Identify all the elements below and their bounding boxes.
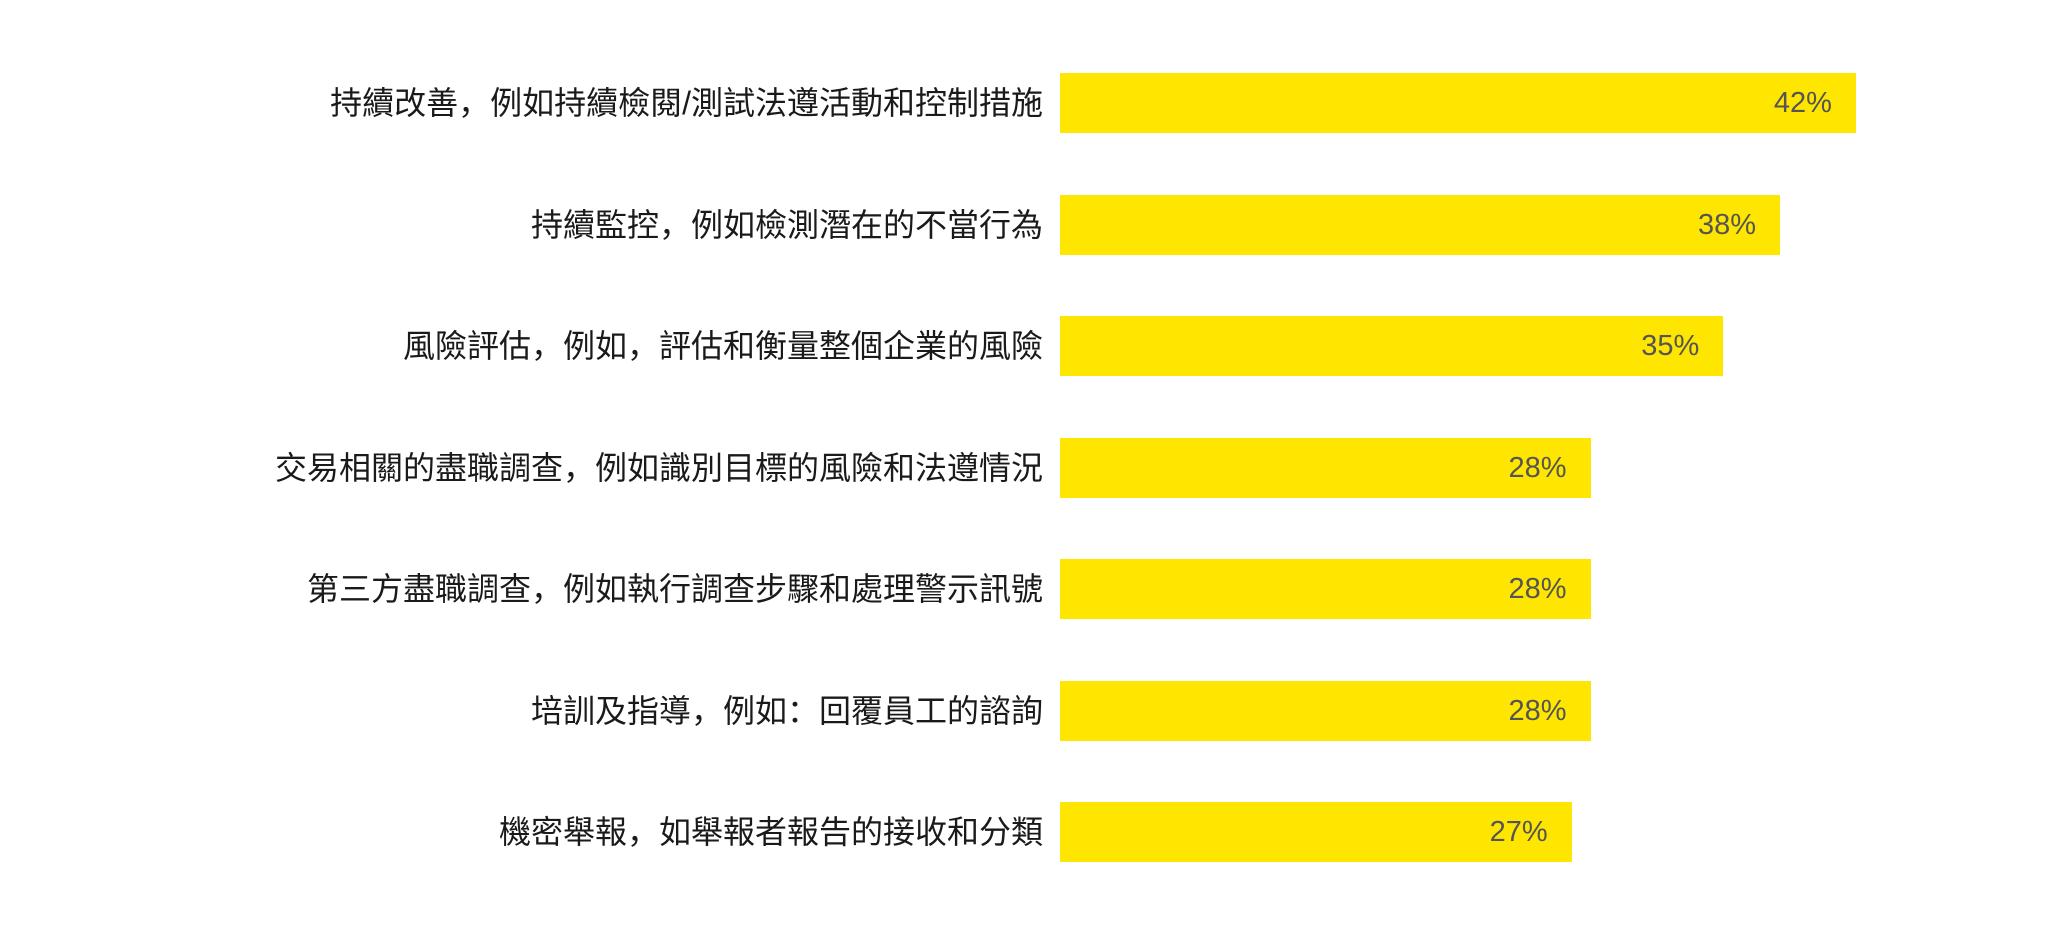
bar: 35% (1060, 316, 1724, 376)
bar: 38% (1060, 194, 1781, 255)
bar: 28% (1060, 680, 1591, 741)
bar-row: 持續監控，例如檢測潛在的不當行為 38% (0, 194, 2048, 255)
category-label: 持續監控，例如檢測潛在的不當行為 (530, 206, 1043, 243)
data-label: 35% (1641, 330, 1700, 362)
data-label: 42% (1773, 87, 1832, 119)
category-label: 第三方盡職調查，例如執行調查步驟和處理警示訊號 (306, 571, 1043, 607)
bar-row: 第三方盡職調查，例如執行調查步驟和處理警示訊號 28% (0, 559, 2048, 619)
bar: 28% (1060, 559, 1591, 619)
bar: 27% (1060, 802, 1572, 862)
data-label: 28% (1508, 694, 1567, 727)
category-label: 持續改善，例如持續檢閱/測試法遵活動和控制措施 (330, 85, 1043, 121)
category-label: 培訓及指導，例如：回覆員工的諮詢 (530, 692, 1043, 729)
category-label: 交易相關的盡職調查，例如識別目標的風險和法遵情況 (274, 449, 1043, 486)
bar-row: 交易相關的盡職調查，例如識別目標的風險和法遵情況 28% (0, 437, 2048, 498)
bar-row: 機密舉報，如舉報者報告的接收和分類 27% (0, 802, 2048, 862)
data-label: 27% (1489, 816, 1548, 848)
bar-row: 培訓及指導，例如：回覆員工的諮詢 28% (0, 680, 2048, 741)
data-label: 38% (1698, 208, 1757, 241)
category-label: 機密舉報，如舉報者報告的接收和分類 (498, 814, 1043, 850)
bar: 28% (1060, 437, 1591, 498)
bar: 42% (1060, 73, 1856, 133)
category-label: 風險評估，例如，評估和衡量整個企業的風險 (402, 328, 1043, 364)
bar-row: 風險評估，例如，評估和衡量整個企業的風險 35% (0, 316, 2048, 376)
data-label: 28% (1508, 451, 1567, 484)
data-label: 28% (1508, 573, 1567, 605)
bar-row: 持續改善，例如持續檢閱/測試法遵活動和控制措施 42% (0, 73, 2048, 133)
